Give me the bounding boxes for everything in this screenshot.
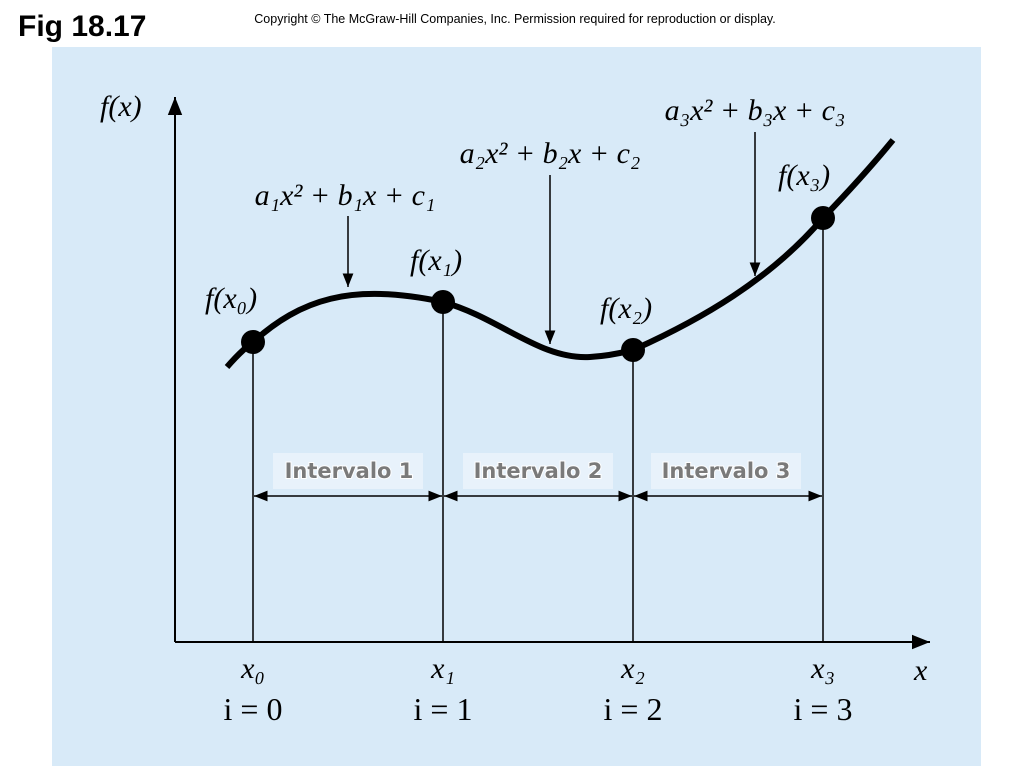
knot	[621, 338, 645, 362]
x-label: x₀	[240, 652, 265, 685]
point-label: f(x₃)	[778, 159, 830, 192]
index-label: i = 0	[224, 691, 283, 727]
interval-label: Intervalo 2	[474, 459, 603, 483]
y-axis-label: f(x)	[100, 90, 142, 123]
panel	[52, 47, 981, 766]
knot	[811, 206, 835, 230]
axes	[167, 97, 930, 650]
copyright: Copyright © The McGraw-Hill Companies, I…	[254, 12, 775, 26]
interval-boxes	[273, 453, 801, 489]
knots	[241, 206, 835, 362]
interval-box	[273, 453, 423, 489]
x-label: x₃	[810, 652, 835, 685]
interval-label: Intervalo 3	[662, 459, 791, 483]
index-label: i = 2	[604, 691, 663, 727]
polynomial: a₁x² + b₁x + c₁	[255, 179, 436, 212]
polynomial: a₃x² + b₃x + c₃	[665, 94, 846, 127]
index-label: i = 1	[414, 691, 473, 727]
point-label: f(x₂)	[600, 292, 652, 325]
x-label: x₁	[430, 652, 455, 685]
knot	[431, 290, 455, 314]
interval-box	[463, 453, 613, 489]
x-axis-label: x	[913, 654, 928, 687]
point-label: f(x₁)	[410, 244, 462, 277]
x-label: x₂	[620, 652, 645, 685]
interval-label: Intervalo 1	[285, 459, 414, 483]
point-label: f(x₀)	[205, 282, 257, 315]
polynomial: a₂x² + b₂x + c₂	[460, 137, 641, 170]
index-label: i = 3	[794, 691, 853, 727]
vertical-lines	[252, 218, 824, 642]
title: Fig 18.17	[18, 10, 146, 43]
interval-box	[651, 453, 801, 489]
knot	[241, 330, 265, 354]
pointer-arrows	[342, 132, 761, 344]
